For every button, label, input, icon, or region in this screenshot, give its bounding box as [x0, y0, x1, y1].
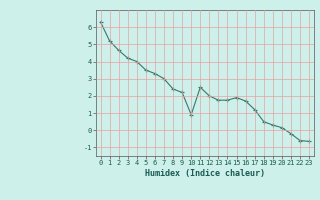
X-axis label: Humidex (Indice chaleur): Humidex (Indice chaleur): [145, 169, 265, 178]
